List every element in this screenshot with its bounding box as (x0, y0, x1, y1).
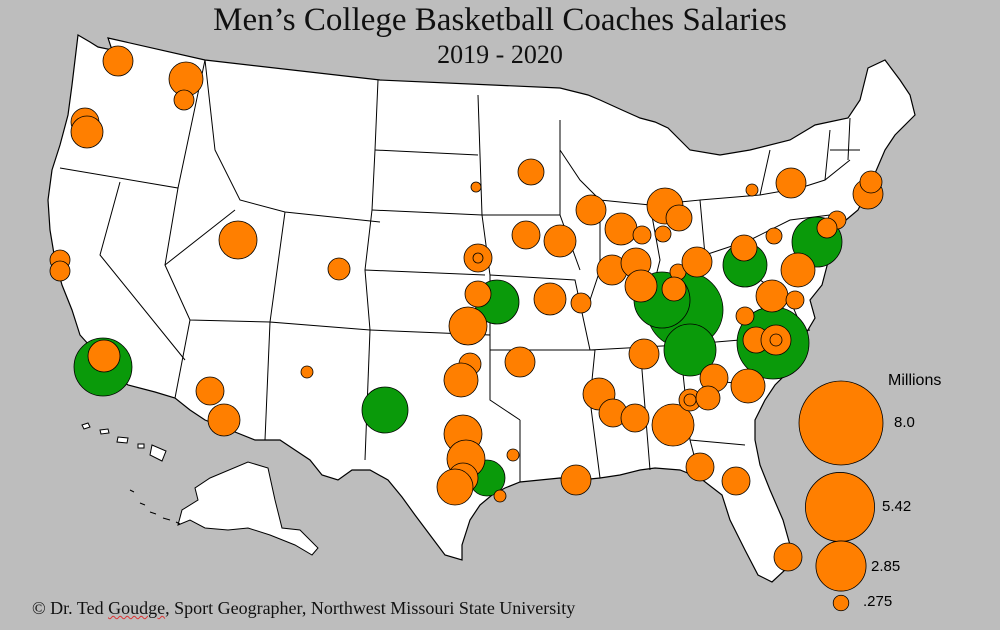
orange-salary-bubble-43 (665, 204, 693, 232)
orange-salary-bubble-80 (493, 489, 507, 503)
orange-salary-bubble-22 (207, 403, 241, 437)
legend-title: Millions (888, 372, 942, 389)
orange-salary-bubble-56 (769, 333, 783, 347)
orange-salary-bubble-19 (327, 257, 351, 281)
orange-salary-bubble-12 (173, 89, 195, 111)
legend-circle-2 (815, 540, 867, 592)
orange-salary-bubble-34 (533, 282, 567, 316)
orange-salary-bubble-30 (448, 306, 488, 346)
orange-salary-bubble-78 (436, 468, 474, 506)
credit-prefix: © Dr. Ted (32, 598, 109, 618)
legend-circle-3 (832, 594, 850, 612)
alaska-islands (129, 489, 181, 525)
orange-salary-bubble-82 (773, 542, 803, 572)
map-credit: © Dr. Ted Goudge, Sport Geographer, Nort… (32, 598, 575, 619)
orange-salary-bubble-23 (470, 181, 482, 193)
orange-salary-bubble-29 (464, 280, 492, 308)
orange-salary-bubble-20 (300, 365, 314, 379)
credit-suffix: , Sport Geographer, Northwest Missouri S… (165, 598, 576, 618)
orange-salary-bubble-63 (683, 393, 697, 407)
orange-salary-bubble-81 (560, 464, 592, 496)
orange-salary-bubble-65 (695, 385, 721, 411)
orange-salary-bubble-61 (651, 403, 695, 447)
orange-salary-bubble-32 (443, 362, 479, 398)
orange-salary-bubble-49 (765, 227, 783, 245)
orange-salary-bubble-25 (511, 220, 541, 250)
green-salary-bubble-6 (663, 323, 717, 377)
orange-salary-bubble-70 (775, 167, 807, 199)
map-title: Men’s College Basketball Coaches Salarie… (213, 2, 787, 38)
orange-salary-bubble-37 (604, 212, 638, 246)
orange-salary-bubble-69 (745, 183, 759, 197)
orange-salary-bubble-79 (506, 448, 520, 462)
orange-salary-bubble-53 (735, 306, 755, 326)
legend-label-8: 8.0 (894, 414, 915, 431)
orange-salary-bubble-24 (517, 158, 545, 186)
orange-salary-bubble-50 (780, 252, 816, 288)
orange-salary-bubble-18 (218, 220, 258, 260)
orange-salary-bubble-60 (620, 403, 650, 433)
orange-salary-bubble-57 (628, 338, 660, 370)
legend-circle-0 (798, 380, 884, 466)
orange-salary-bubble-36 (575, 194, 607, 226)
alaska-shape (177, 461, 319, 556)
orange-salary-bubble-51 (755, 279, 789, 313)
orange-salary-bubble-67 (685, 452, 715, 482)
orange-salary-bubble-16 (49, 260, 71, 282)
orange-salary-bubble-38 (632, 225, 652, 245)
map-subtitle: 2019 - 2020 (437, 40, 563, 69)
orange-salary-bubble-68 (721, 466, 751, 496)
orange-salary-bubble-17 (87, 339, 121, 373)
hawaii-islands (81, 422, 167, 462)
orange-salary-bubble-45 (681, 246, 713, 278)
orange-salary-bubble-26 (543, 224, 577, 258)
legend-label-5-42: 5.42 (882, 498, 912, 515)
orange-salary-bubble-41 (624, 269, 658, 303)
green-salary-bubble-2 (361, 386, 409, 434)
orange-salary-bubble-33 (504, 346, 536, 378)
legend-circles (798, 380, 884, 612)
orange-salary-bubble-14 (70, 115, 104, 149)
orange-salary-bubble-21 (195, 376, 225, 406)
credit-name: Goudge (108, 598, 166, 618)
orange-salary-bubble-35 (570, 292, 592, 314)
orange-salary-bubble-47 (661, 276, 687, 302)
legend-circle-1 (805, 472, 875, 542)
orange-salary-bubble-46 (654, 225, 672, 243)
orange-salary-bubble-74 (859, 170, 883, 194)
orange-salary-bubble-72 (816, 217, 838, 239)
orange-salary-bubble-66 (730, 368, 766, 404)
orange-salary-bubble-48 (730, 234, 758, 262)
orange-salary-bubble-52 (785, 290, 805, 310)
orange-salary-bubble-10 (102, 45, 134, 77)
orange-salary-bubble-28 (472, 252, 484, 264)
legend-label-0-275: .275 (863, 593, 893, 610)
legend-label-2-85: 2.85 (871, 558, 901, 575)
salary-bubbles (49, 45, 884, 572)
